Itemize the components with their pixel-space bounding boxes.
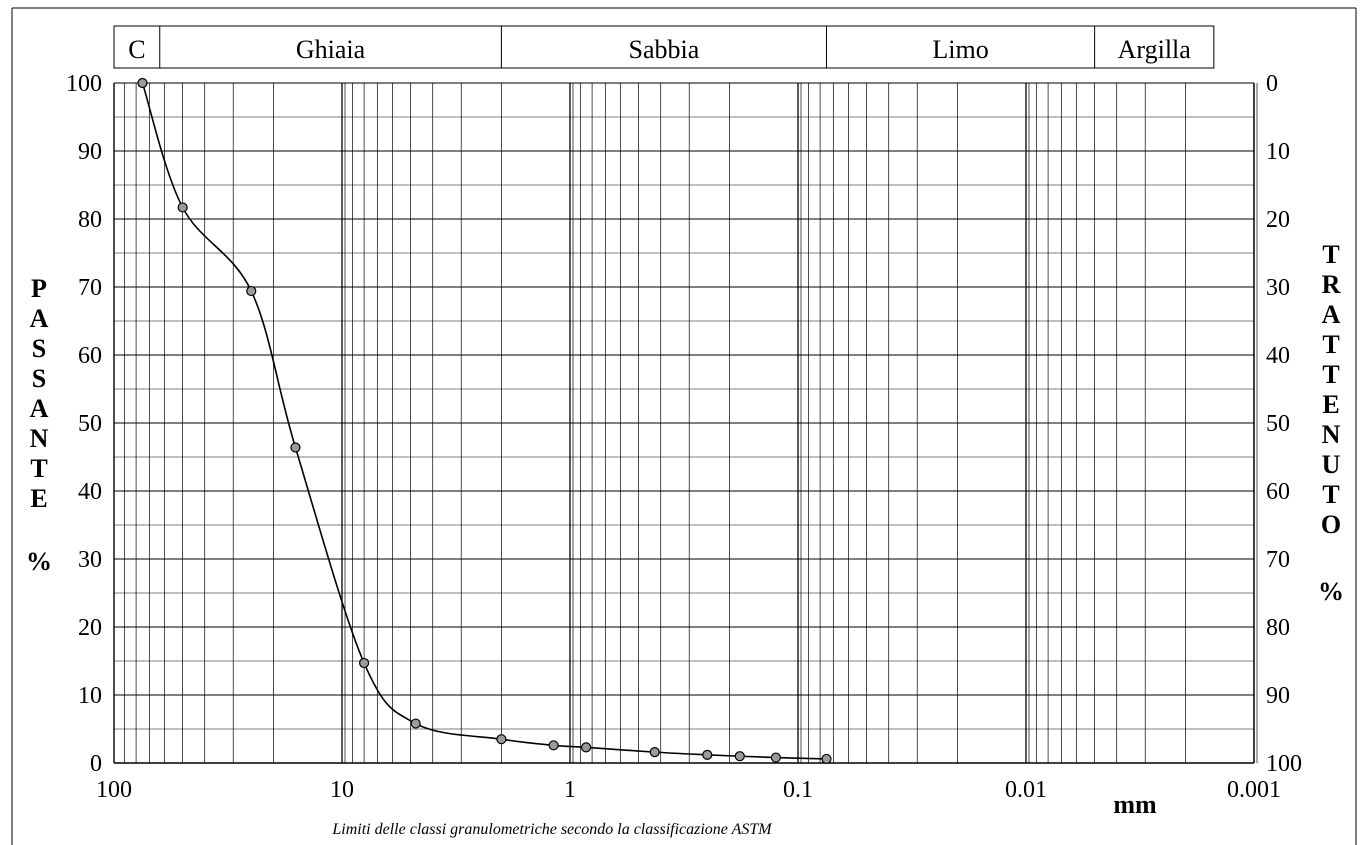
y-tick-right: 70: [1266, 547, 1290, 573]
axis-label-letter: A: [1322, 300, 1341, 329]
x-axis-ticks: 100 10 1 0.1 0.01 0.001: [96, 777, 1281, 803]
axis-label-letter: T: [1322, 480, 1339, 509]
axis-label-letter: S: [32, 364, 46, 393]
axis-label-letter: U: [1322, 450, 1341, 479]
data-point: [410, 718, 421, 729]
x-tick: 0.001: [1227, 777, 1281, 803]
axis-label-letter: O: [1321, 510, 1341, 539]
class-label: Ghiaia: [296, 35, 366, 64]
y-tick-right: 0: [1266, 71, 1278, 97]
data-point: [821, 753, 832, 765]
data-point: [137, 77, 148, 89]
y-tick-left: 80: [78, 207, 102, 233]
x-tick: 10: [330, 777, 354, 803]
axis-label-letter: N: [1322, 420, 1341, 449]
data-point: [770, 752, 782, 763]
axis-label-letter: S: [32, 334, 46, 363]
y-tick-right: 80: [1266, 615, 1290, 641]
axis-label-letter: P: [31, 274, 47, 303]
y-tick-right: 90: [1266, 683, 1290, 709]
y-tick-right: 30: [1266, 275, 1290, 301]
x-tick: 1: [564, 777, 576, 803]
data-point: [496, 734, 507, 745]
y-tick-left: 60: [78, 343, 102, 369]
data-point: [734, 751, 745, 762]
axis-label-letter: A: [30, 304, 49, 333]
y-tick-left: 40: [78, 479, 102, 505]
class-label: Sabbia: [629, 35, 700, 64]
axis-label-letter: E: [30, 484, 47, 513]
data-point: [548, 740, 559, 751]
data-points: [137, 77, 832, 765]
data-point: [358, 657, 370, 669]
x-axis-label: mm: [1113, 790, 1157, 819]
footnote: Limiti delle classi granulometriche seco…: [331, 821, 773, 838]
class-label: Argilla: [1118, 35, 1192, 64]
y-tick-left: 70: [78, 275, 102, 301]
x-tick: 0.1: [783, 777, 813, 803]
class-band: C Ghiaia Sabbia Limo Argilla: [113, 25, 1215, 69]
axis-label-letter: T: [1322, 330, 1339, 359]
data-point: [290, 442, 301, 453]
y-tick-left: 20: [78, 615, 102, 641]
axis-label-letter: A: [30, 394, 49, 423]
axis-label-letter: T: [30, 454, 47, 483]
y-axis-left-ticks: 0 10 20 30 40 50 60 70 80 90 100: [66, 71, 102, 777]
axis-label-letter: R: [1322, 270, 1341, 299]
y-tick-left: 90: [78, 139, 102, 165]
y-tick-right: 10: [1266, 139, 1290, 165]
axis-label-letter: T: [1322, 360, 1339, 389]
y-tick-left: 10: [78, 683, 102, 709]
class-label: C: [128, 35, 145, 64]
y-tick-right: 60: [1266, 479, 1290, 505]
axis-label-unit: %: [26, 547, 52, 576]
axis-label-unit: %: [1318, 577, 1344, 606]
axis-label-letter: N: [30, 424, 49, 453]
y-tick-right: 50: [1266, 411, 1290, 437]
data-point: [246, 285, 257, 297]
x-tick: 100: [96, 777, 132, 803]
y-tick-left: 50: [78, 411, 102, 437]
class-label: Limo: [932, 35, 988, 64]
x-tick: 0.01: [1005, 777, 1047, 803]
y-tick-left: 100: [66, 71, 102, 97]
data-point: [702, 749, 713, 760]
data-point: [177, 202, 188, 213]
plot-grid: [113, 82, 1258, 764]
y-tick-left: 0: [90, 751, 102, 777]
data-point: [580, 742, 592, 753]
y-tick-right: 40: [1266, 343, 1290, 369]
data-point: [649, 747, 660, 758]
class-band-frame: [113, 25, 1215, 69]
y-tick-right: 100: [1266, 751, 1302, 777]
axis-label-letter: E: [1322, 390, 1339, 419]
axis-label-letter: T: [1322, 240, 1339, 269]
y-tick-left: 30: [78, 547, 102, 573]
y-tick-right: 20: [1266, 207, 1290, 233]
